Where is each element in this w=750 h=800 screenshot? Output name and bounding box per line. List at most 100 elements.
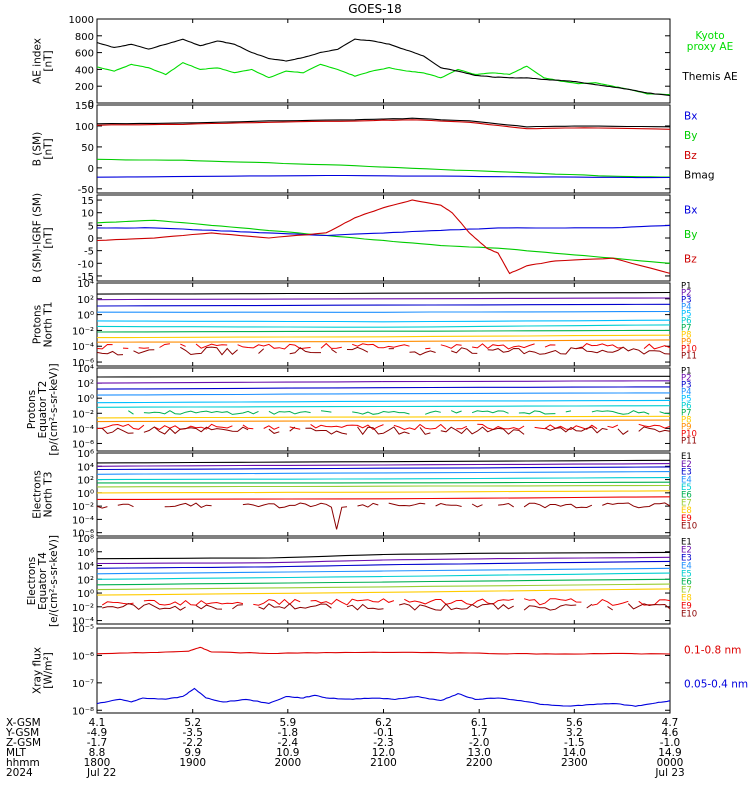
legend-label: E9	[681, 601, 692, 611]
legend-label: P1	[681, 367, 692, 377]
series-e8	[96, 490, 671, 494]
legend-label: Bx	[684, 204, 697, 216]
y-tick-label: 1000	[69, 15, 94, 26]
bottom-row-label: 2024	[6, 767, 33, 779]
bottom-axis-value: 9.9	[184, 747, 201, 759]
legend-label: P5	[681, 395, 692, 405]
legend-label: E4	[681, 475, 692, 485]
y-tick-label: 400	[75, 65, 94, 76]
y-tick-label: 10⁻⁷	[72, 679, 94, 690]
bottom-row-label: Z-GSM	[6, 737, 41, 749]
legend-label: E10	[681, 521, 697, 531]
y-tick-label: 0	[88, 164, 94, 175]
y-tick-label: 10⁰	[77, 394, 94, 405]
series-e4	[96, 471, 671, 475]
bottom-axis-value: -0.1	[373, 727, 394, 739]
legend-label: Bz	[684, 254, 697, 266]
y-tick-label: 10⁰	[77, 589, 94, 600]
legend-label: E7	[681, 585, 692, 595]
series-p5	[96, 319, 671, 323]
series-p2	[96, 380, 671, 384]
y-tick-label: 10⁰	[77, 489, 94, 500]
legend-label: P9	[681, 423, 692, 433]
y-tick-label: -15	[78, 272, 94, 283]
legend-label: Bz	[684, 150, 697, 162]
bottom-axis-value: -1.7	[87, 737, 108, 749]
bottom-axis-value: 5.6	[566, 717, 583, 729]
bottom-axis-value: -2.4	[278, 737, 299, 749]
y-tick-label: 10⁻⁴	[72, 515, 94, 526]
legend-label: proxy AE	[687, 41, 733, 53]
bottom-axis-value: 13.0	[467, 747, 490, 759]
bottom-axis-value: -4.9	[87, 727, 108, 739]
bottom-axis-value: 6.1	[471, 717, 488, 729]
legend-label: P8	[681, 416, 692, 426]
y-axis-label: [nT]	[43, 227, 55, 248]
panel-en: 10⁻⁶ 10⁻⁴ 10⁻² 10⁰ 10² 10⁴ 10⁶ Electrons North T…	[32, 449, 698, 540]
panel-ee: 10⁻⁴ 10⁻² 10⁰ 10² 10⁴ 10⁶ 10⁸ Electrons Equator …	[26, 534, 697, 628]
y-tick-label: 200	[75, 82, 94, 93]
series-e3	[96, 560, 671, 569]
series-bx	[96, 224, 671, 237]
y-tick-label: 15	[81, 196, 94, 207]
y-axis-label: Xray flux	[32, 647, 44, 694]
y-tick-label: 10⁸	[77, 534, 94, 545]
series-p11	[101, 426, 671, 436]
y-axis-label: Equator T2	[37, 381, 49, 439]
series-p2	[96, 297, 671, 301]
legend-label: P7	[681, 324, 692, 334]
bottom-axis-value: Jul 22	[86, 767, 116, 779]
y-axis-label: B (SM)	[32, 132, 44, 166]
series-themis-ae	[96, 38, 671, 96]
y-tick-label: -10	[78, 259, 94, 270]
legend-label: Bx	[684, 111, 697, 123]
y-axis-label: Electrons	[26, 557, 38, 606]
y-tick-label: 10²	[77, 476, 94, 487]
series-e8	[96, 588, 671, 596]
bottom-axis-value: 14.9	[658, 747, 681, 759]
series-p1	[96, 375, 670, 378]
series-bz	[96, 199, 671, 275]
panel-frame	[96, 104, 671, 194]
y-tick-label: 10⁻²	[72, 409, 94, 420]
legend-label: Themis AE	[681, 71, 737, 83]
y-tick-label: 100	[75, 122, 94, 133]
y-tick-label: 10⁴	[77, 462, 94, 473]
series-e5	[96, 477, 671, 481]
series-p7	[128, 410, 671, 415]
y-tick-label: 5	[88, 221, 94, 232]
y-tick-label: 10⁻⁴	[72, 424, 94, 435]
bottom-axis-value: 10.9	[276, 747, 299, 759]
y-tick-label: 0	[88, 99, 94, 110]
series-e10	[96, 502, 671, 530]
series-p3	[96, 386, 671, 390]
legend-label: P10	[681, 430, 697, 440]
y-tick-label: 10⁻⁴	[72, 342, 94, 353]
bottom-row-label: Y-GSM	[5, 727, 39, 739]
y-tick-label: 10⁻⁶	[72, 439, 94, 450]
series-p9	[96, 339, 671, 343]
series-e9	[97, 496, 671, 500]
legend-label: P4	[681, 303, 692, 313]
series-0-05-0-4-nm	[96, 687, 671, 707]
bottom-axis-value: -2.2	[182, 737, 203, 749]
series-e3	[96, 466, 671, 471]
series-kyoto-proxy-ae	[96, 61, 670, 96]
legend-label: E9	[681, 514, 692, 524]
series-p4	[97, 310, 671, 313]
series-e7	[96, 583, 671, 591]
y-tick-label: 10⁻⁸	[72, 706, 94, 717]
legend-label: E3	[681, 553, 692, 563]
series-p7	[96, 329, 671, 333]
series-p8	[96, 334, 671, 339]
bottom-axis-value: Jul 23	[654, 767, 684, 779]
y-tick-label: 10⁻⁶	[72, 529, 94, 540]
y-tick-label: 10⁰	[77, 311, 94, 322]
series-e7	[96, 484, 671, 488]
series-e10	[102, 602, 671, 611]
legend-label: P6	[681, 317, 692, 327]
bottom-axis-value: 2000	[274, 757, 301, 769]
bottom-axis-value: 4.6	[662, 727, 679, 739]
bottom-axis-value: 5.2	[184, 717, 201, 729]
